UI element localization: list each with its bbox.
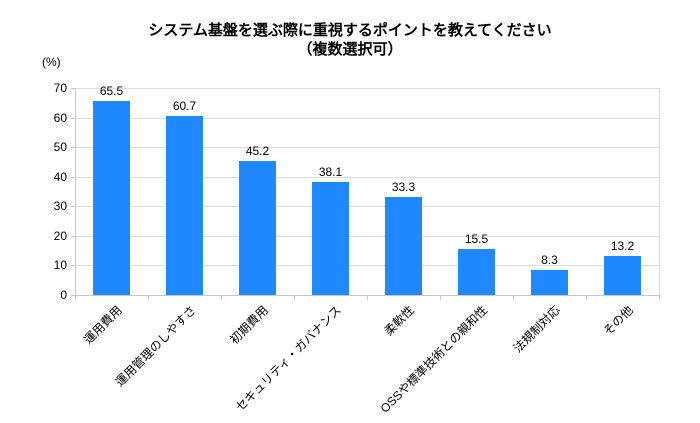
y-axis-line [75, 88, 76, 295]
y-axis-tick-mark [71, 265, 75, 267]
y-gridline [75, 176, 659, 178]
bar [312, 182, 349, 295]
x-axis-tick-mark [294, 296, 295, 300]
y-gridline [75, 147, 659, 149]
category-label: 運用費用 [81, 303, 126, 347]
x-axis-tick-mark [513, 296, 514, 300]
x-axis-tick-mark [367, 296, 368, 300]
y-axis-tick-label: 20 [53, 228, 67, 243]
bar-value-label: 45.2 [245, 144, 270, 159]
category-label: 柔軟性 [382, 303, 418, 339]
y-axis-tick-mark [71, 117, 75, 119]
x-axis-tick-mark [75, 296, 76, 300]
x-axis-tick-mark [659, 296, 660, 300]
category-label: 運用管理のしやすさ [112, 303, 199, 390]
y-axis-tick-mark [71, 88, 75, 89]
bar-value-label: 8.3 [541, 253, 558, 268]
category-label: 法規制対応 [511, 303, 564, 356]
y-axis-tick-label: 70 [53, 81, 67, 95]
bar-value-label: 38.1 [318, 165, 343, 180]
bar-value-label: 33.3 [391, 179, 416, 194]
chart-title: システム基盤を選ぶ際に重視するポイントを教えてください （複数選択可） [0, 21, 700, 59]
y-gridline [75, 117, 659, 119]
y-axis-tick-label: 60 [53, 110, 67, 125]
bar [604, 255, 641, 295]
y-axis-tick-mark [71, 235, 75, 237]
bar [531, 270, 568, 295]
bar [385, 196, 422, 295]
x-axis-tick-mark [586, 296, 587, 300]
y-axis-tick-label: 50 [53, 140, 67, 155]
bar-value-label: 60.7 [172, 98, 197, 113]
bar [458, 249, 495, 295]
y-axis-tick-mark [71, 206, 75, 208]
x-axis-tick-mark [148, 296, 149, 300]
y-axis-tick-mark [71, 295, 75, 296]
y-axis-tick-label: 0 [60, 288, 67, 302]
bar [166, 115, 203, 295]
category-label: その他 [601, 303, 637, 339]
y-gridline [75, 88, 659, 89]
category-label: 初期費用 [227, 303, 272, 347]
bar-value-label: 65.5 [99, 84, 124, 99]
plot-right-border [659, 88, 660, 295]
bar-value-label: 13.2 [610, 238, 635, 253]
y-gridline [75, 206, 659, 208]
y-axis-tick-mark [71, 147, 75, 149]
bar-value-label: 15.5 [464, 232, 489, 247]
y-axis-tick-label: 40 [53, 169, 67, 184]
y-gridline [75, 235, 659, 237]
x-axis-tick-mark [221, 296, 222, 300]
y-axis-tick-label: 10 [53, 258, 67, 273]
y-axis-unit-label: (%) [42, 55, 61, 69]
x-axis-line [75, 295, 660, 296]
bar [239, 161, 276, 295]
y-axis-tick-label: 30 [53, 199, 67, 214]
bar [93, 101, 130, 295]
chart-title-line2: （複数選択可） [297, 41, 403, 58]
x-axis-tick-mark [440, 296, 441, 300]
y-gridline [75, 265, 659, 267]
chart-title-line1: システム基盤を選ぶ際に重視するポイントを教えてください [148, 22, 552, 39]
y-axis-tick-mark [71, 176, 75, 178]
